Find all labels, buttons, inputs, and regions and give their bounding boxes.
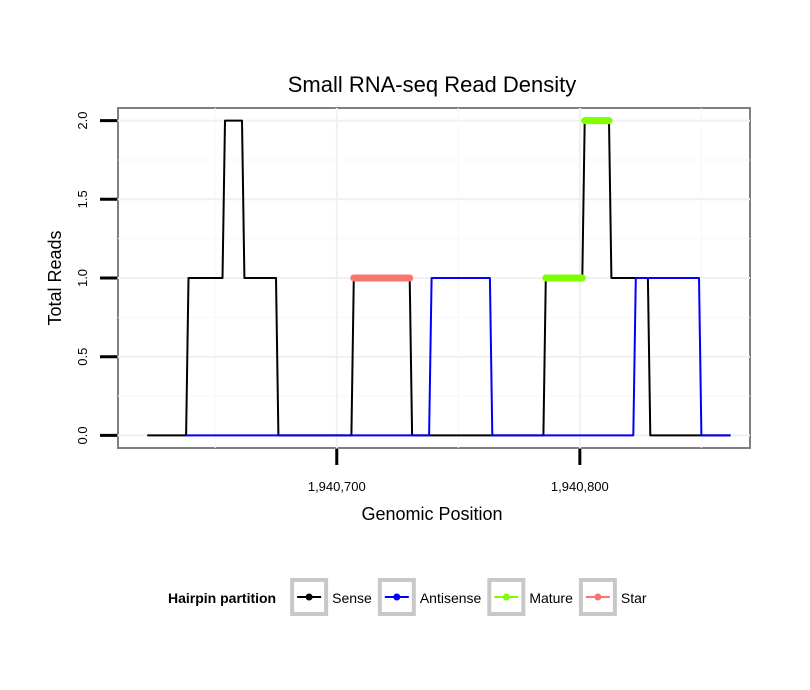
x-tick-label: 1,940,700 (308, 479, 366, 494)
x-tick-label: 1,940,800 (551, 479, 609, 494)
y-tick-label: 0.0 (75, 426, 90, 444)
legend-key-dot-antisense (393, 593, 401, 601)
axes: 0.0 0.5 1.0 1.5 2.0 1,940,700 1,940,800 (75, 112, 609, 494)
legend-key-dot-sense (305, 593, 313, 601)
chart-title: Small RNA-seq Read Density (288, 72, 577, 97)
series-layer (147, 117, 731, 437)
y-tick-label: 1.5 (75, 190, 90, 208)
x-axis-title: Genomic Position (361, 504, 502, 524)
y-tick-label: 2.0 (75, 112, 90, 130)
legend-key-dot-mature (502, 593, 510, 601)
legend-label-star: Star (621, 590, 647, 606)
y-tick-label: 1.0 (75, 269, 90, 287)
legend-title: Hairpin partition (168, 590, 276, 606)
legend-label-mature: Mature (529, 590, 573, 606)
legend-label-sense: Sense (332, 590, 372, 606)
legend-key-dot-star (594, 593, 602, 601)
y-axis-title: Total Reads (45, 230, 65, 325)
antisense-series-line (186, 277, 731, 437)
legend: Hairpin partition Sense Antisense Mature St… (168, 578, 647, 616)
legend-label-antisense: Antisense (420, 590, 482, 606)
y-tick-label: 0.5 (75, 348, 90, 366)
